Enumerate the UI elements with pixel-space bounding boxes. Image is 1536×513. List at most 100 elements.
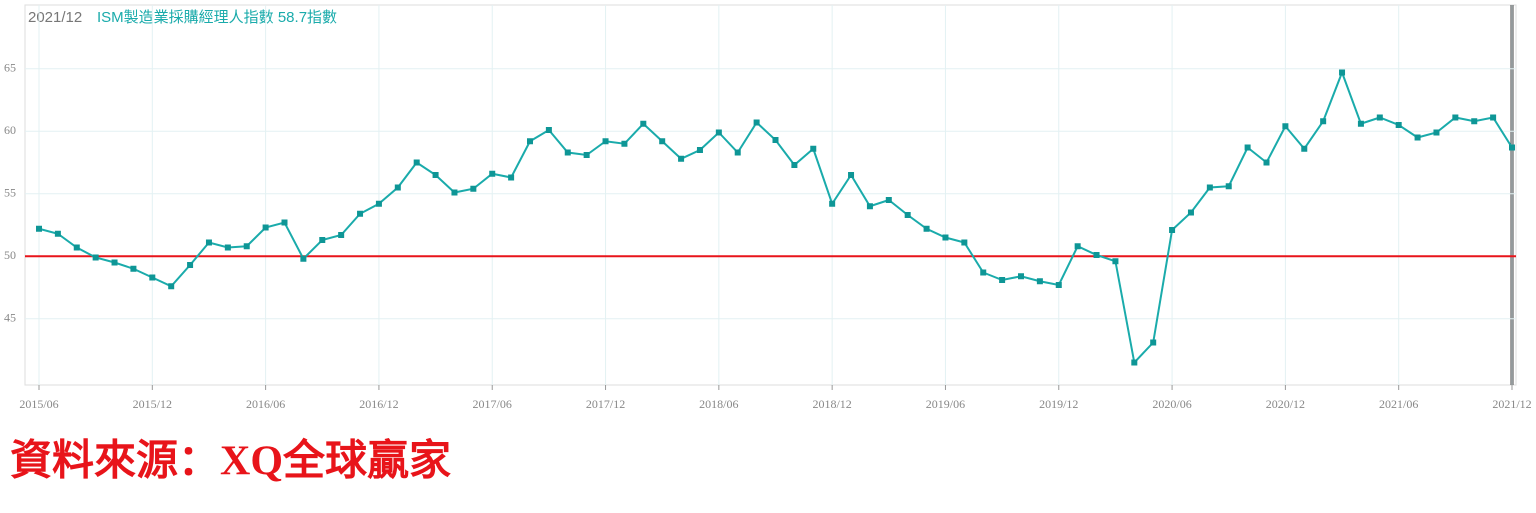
point xyxy=(980,269,987,276)
point xyxy=(640,120,647,127)
point xyxy=(1433,129,1440,136)
x-tick-label: 2018/06 xyxy=(699,397,738,411)
x-tick-label: 2015/12 xyxy=(133,397,172,411)
point xyxy=(1036,278,1043,285)
point xyxy=(92,254,99,261)
y-tick-label: 55 xyxy=(4,186,16,200)
point xyxy=(224,244,231,251)
x-tick-label: 2021/12 xyxy=(1492,397,1531,411)
legend-label: ISM製造業採購經理人指數 58.7指數 xyxy=(97,9,337,26)
point xyxy=(1357,120,1364,127)
point xyxy=(1093,252,1100,258)
point xyxy=(1131,359,1138,366)
point xyxy=(281,219,288,226)
point xyxy=(508,174,515,181)
point xyxy=(1055,282,1062,288)
date-label: 2021/12 xyxy=(28,9,82,26)
point xyxy=(564,149,571,156)
point xyxy=(602,138,609,145)
x-tick-label: 2017/06 xyxy=(473,397,512,411)
point xyxy=(149,274,156,281)
point xyxy=(1301,145,1308,152)
point xyxy=(489,170,496,177)
point xyxy=(262,224,269,231)
point xyxy=(1376,114,1383,121)
point xyxy=(659,138,666,145)
x-tick-label: 2019/12 xyxy=(1039,397,1078,411)
y-tick-label: 65 xyxy=(4,61,16,75)
plot-frame xyxy=(24,4,1517,386)
point xyxy=(1074,243,1081,250)
point xyxy=(470,185,477,192)
point xyxy=(338,232,345,238)
point xyxy=(1187,209,1194,216)
source: 資料來源：XQ全球贏家 xyxy=(10,437,451,485)
point xyxy=(866,203,873,210)
point xyxy=(73,244,80,251)
point xyxy=(130,265,137,272)
point xyxy=(1282,123,1289,130)
x-tick-label: 2018/12 xyxy=(812,397,851,411)
point xyxy=(848,172,855,178)
point xyxy=(791,162,798,168)
point xyxy=(111,259,118,266)
x-tick-label: 2019/06 xyxy=(926,397,965,411)
x-tick-label: 2021/06 xyxy=(1379,397,1418,411)
point xyxy=(413,159,420,166)
x-tick-label: 2017/12 xyxy=(586,397,625,411)
point xyxy=(451,189,458,196)
point xyxy=(527,138,533,145)
point xyxy=(545,127,552,133)
point xyxy=(432,172,439,178)
x-tick-label: 2015/06 xyxy=(19,397,58,411)
point xyxy=(1490,114,1497,121)
point xyxy=(1320,118,1327,125)
point xyxy=(1018,273,1024,280)
point xyxy=(1452,114,1459,121)
point xyxy=(375,200,382,207)
x-tick-label: 2016/12 xyxy=(359,397,398,411)
point xyxy=(1112,258,1119,265)
point xyxy=(621,140,628,147)
point xyxy=(1509,144,1515,151)
point xyxy=(829,200,836,207)
point xyxy=(243,243,250,250)
point xyxy=(1263,159,1270,166)
x-tick-label: 2016/06 xyxy=(246,397,285,411)
point xyxy=(300,255,307,262)
point xyxy=(36,225,42,232)
point xyxy=(696,147,703,153)
point xyxy=(54,230,61,237)
point xyxy=(1414,134,1421,141)
y-tick-label: 50 xyxy=(4,248,16,262)
point xyxy=(753,119,760,126)
point xyxy=(1225,183,1232,190)
point xyxy=(961,239,968,246)
point xyxy=(1150,339,1157,346)
x-tick-label: 2020/12 xyxy=(1266,397,1305,411)
x-tick-label: 2020/06 xyxy=(1152,397,1191,411)
point xyxy=(319,237,326,243)
point xyxy=(999,277,1006,283)
point xyxy=(885,197,892,203)
point xyxy=(1244,144,1251,151)
point xyxy=(583,152,590,158)
point xyxy=(1339,69,1346,76)
point xyxy=(923,225,930,232)
point xyxy=(678,155,685,162)
point xyxy=(810,145,817,152)
point xyxy=(1169,227,1176,233)
point xyxy=(904,212,911,218)
point xyxy=(772,137,779,143)
y-tick-label: 60 xyxy=(4,123,16,137)
point xyxy=(1206,184,1213,191)
point xyxy=(205,239,212,246)
point xyxy=(394,184,401,191)
point xyxy=(734,149,741,156)
point xyxy=(1395,122,1402,128)
point xyxy=(357,210,364,217)
point xyxy=(168,283,175,290)
point xyxy=(187,262,194,268)
point xyxy=(715,129,722,136)
